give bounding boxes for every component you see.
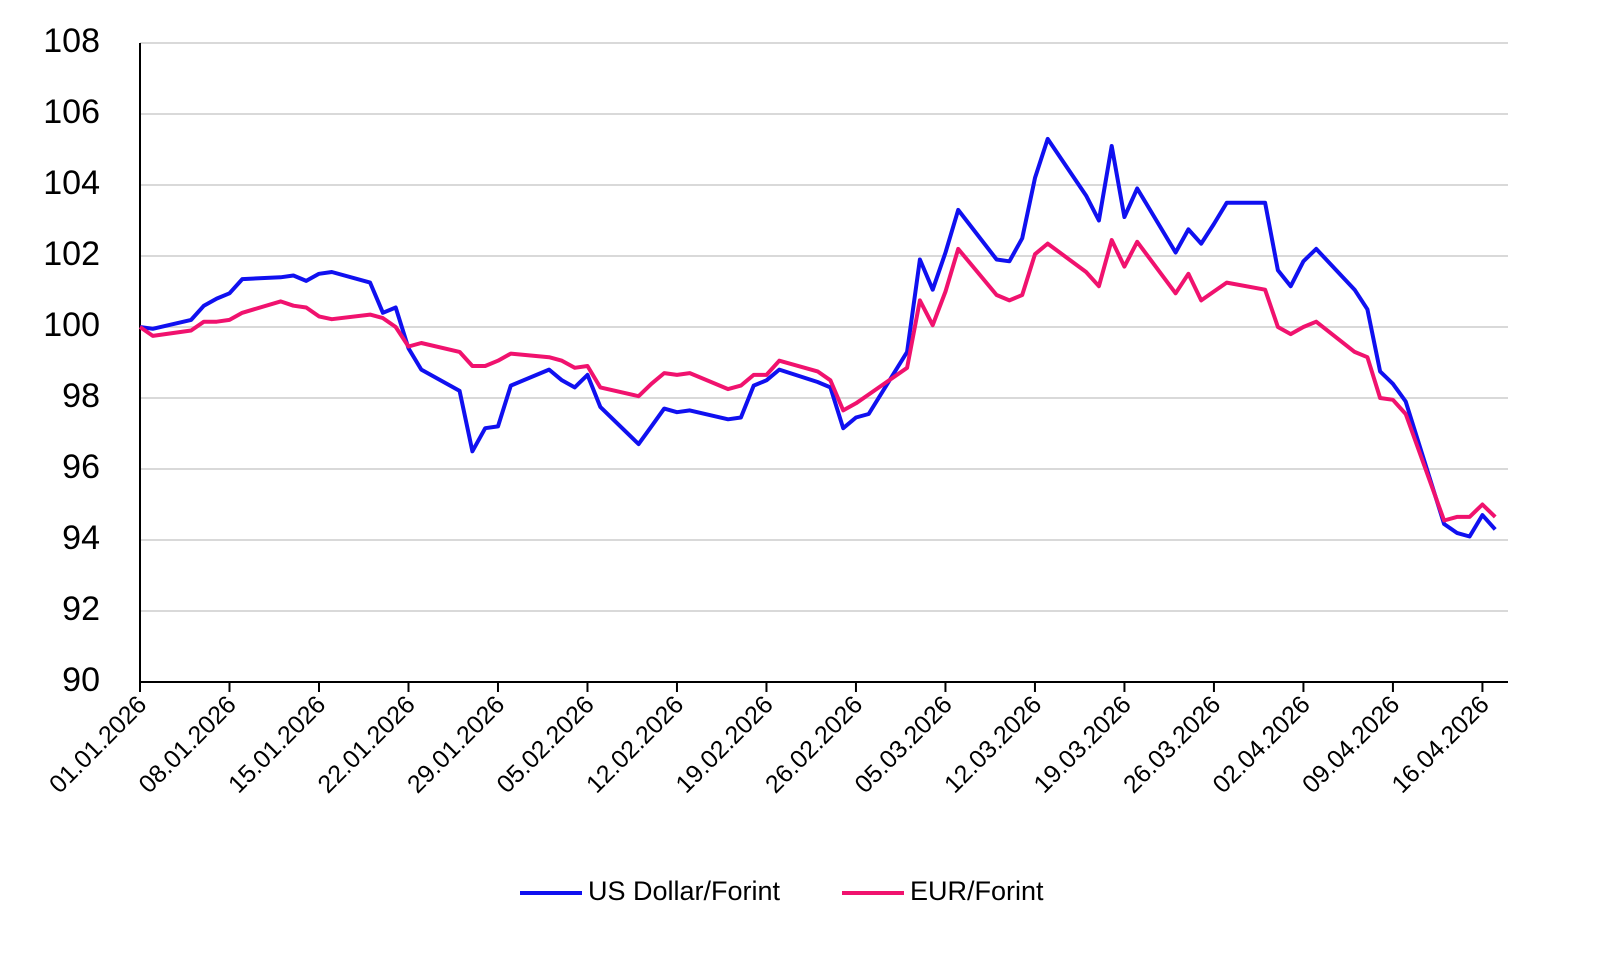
- y-tick-label: 94: [62, 519, 100, 557]
- y-tick-label: 92: [62, 590, 100, 628]
- legend-label: US Dollar/Forint: [588, 876, 781, 906]
- y-tick-label: 98: [62, 377, 100, 415]
- series-line: [139, 136, 1497, 539]
- x-tick-label: 16.04.2026: [1386, 690, 1494, 798]
- legend-label: EUR/Forint: [910, 876, 1044, 906]
- y-tick-label: 108: [43, 22, 100, 60]
- y-tick-label: 96: [62, 448, 100, 486]
- y-tick-label: 106: [43, 93, 100, 131]
- y-tick-label: 104: [43, 164, 100, 202]
- series-line: [138, 238, 1497, 523]
- y-tick-label: 90: [62, 661, 100, 699]
- y-tick-label: 100: [43, 306, 100, 344]
- y-tick-label: 102: [43, 235, 100, 273]
